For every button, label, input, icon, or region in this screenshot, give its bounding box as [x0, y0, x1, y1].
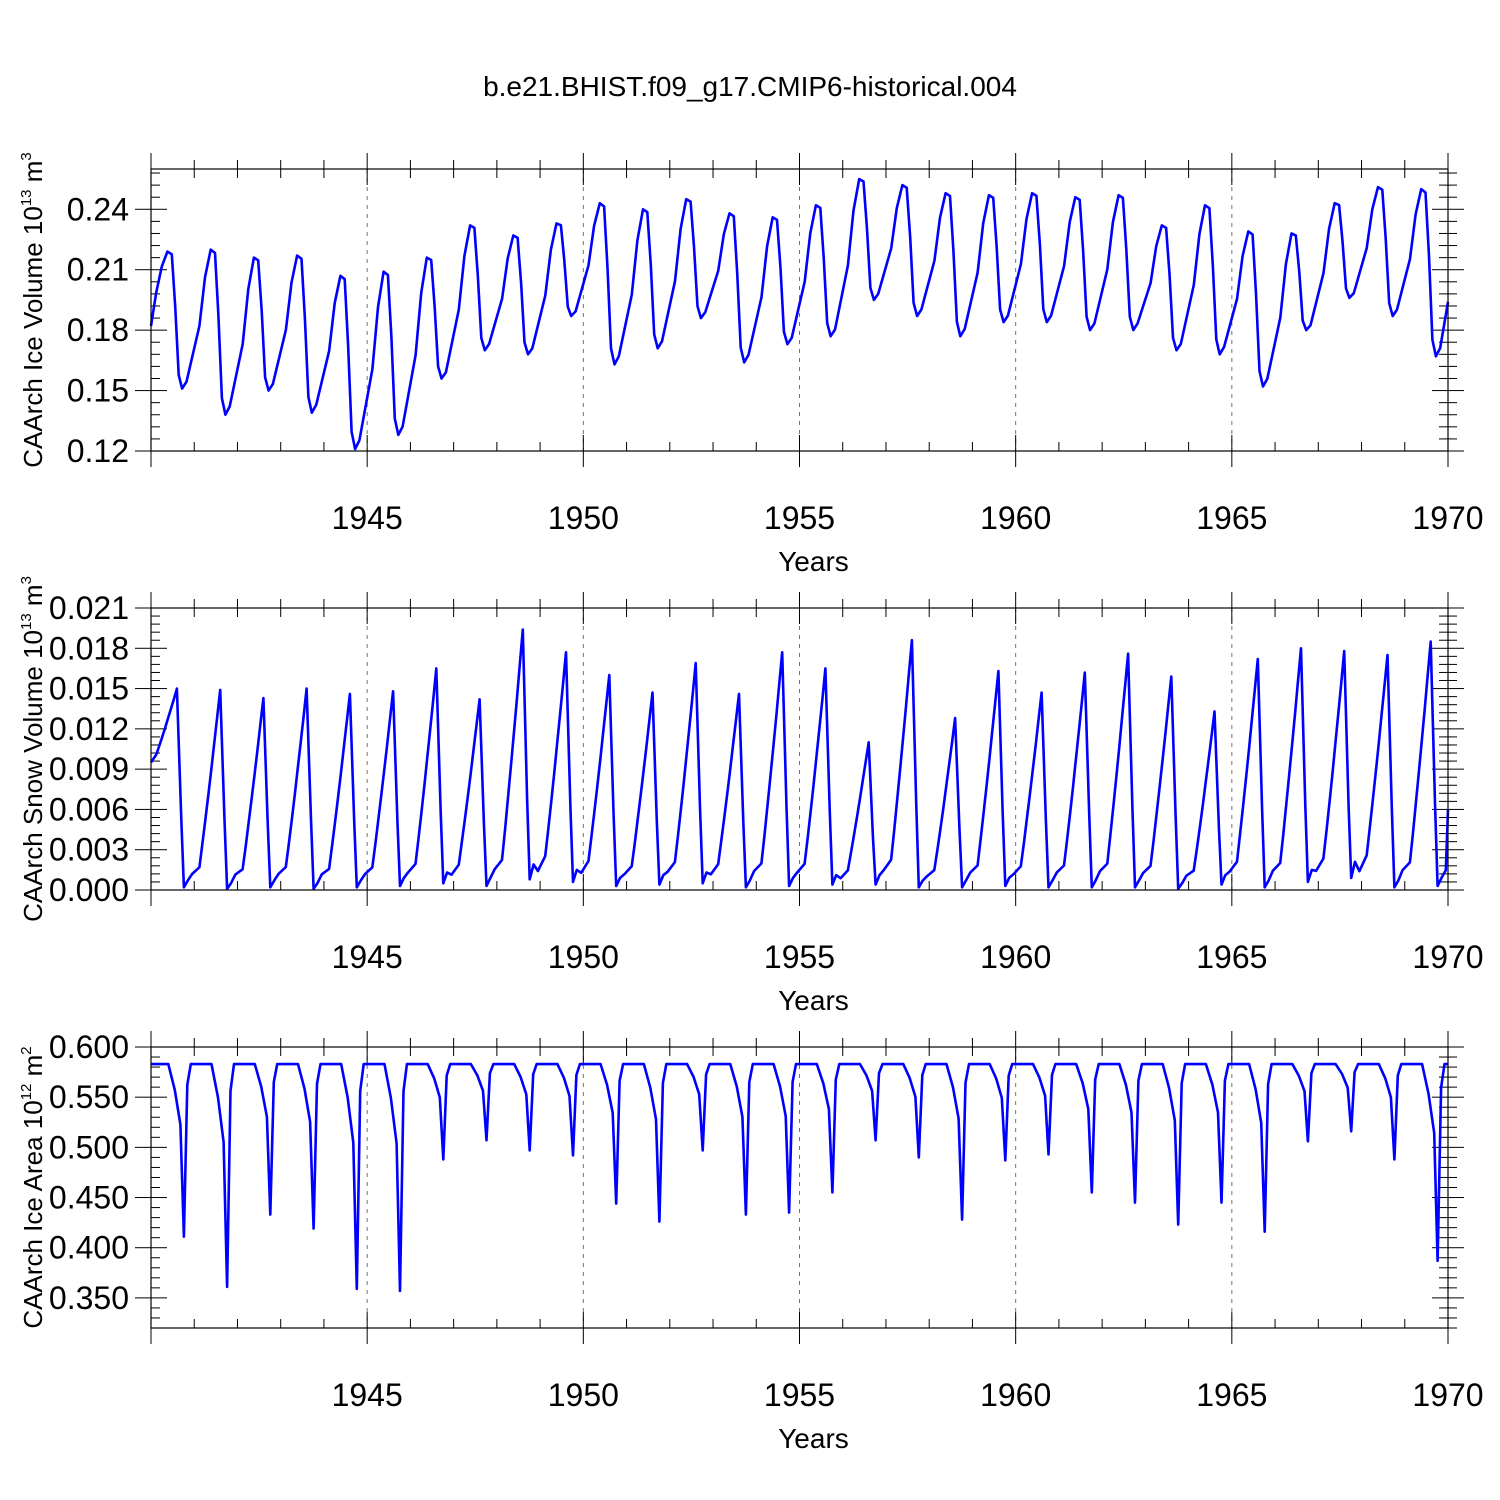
x-tick-label: 1965 [1196, 939, 1267, 975]
x-tick-label: 1960 [980, 939, 1051, 975]
series-line [151, 1062, 1448, 1293]
y-label-unit: m [18, 161, 48, 190]
y-tick-label: 0.006 [49, 791, 129, 827]
y-label-exponent: 12 [18, 1084, 35, 1101]
x-tick-label: 1955 [764, 1377, 835, 1413]
y-label-exponent: 13 [18, 613, 35, 630]
y-tick-label: 0.600 [49, 1029, 129, 1065]
series-line [149, 177, 1450, 451]
x-tick-label: 1955 [764, 500, 835, 536]
y-tick-label: 0.003 [49, 832, 129, 868]
y-tick-label: 0.21 [67, 252, 129, 288]
panel-2: 0.000 0.003 0.006 0.009 0.012 0.015 0.018 0.021… [18, 576, 1484, 1016]
y-tick-label: 0.350 [49, 1280, 129, 1316]
y-tick-label: 0.009 [49, 751, 129, 787]
y-tick-label: 0.012 [49, 711, 129, 747]
y-tick-label: 0.450 [49, 1180, 129, 1216]
y-label-unit: m [18, 584, 48, 613]
plot-frame [150, 607, 1449, 891]
x-tick-label: 1970 [1412, 500, 1483, 536]
y-label-text: CAArch Snow Volume 10 [18, 630, 48, 922]
y-label-unit-exponent: 3 [18, 576, 35, 584]
x-tick-label: 1970 [1412, 1377, 1483, 1413]
x-axis-label: Years [778, 546, 849, 577]
x-tick-label: 1955 [764, 939, 835, 975]
y-axis-label: CAArch Snow Volume 1013 m3 [18, 576, 48, 922]
y-label-text: CAArch Ice Volume 10 [18, 206, 48, 468]
x-tick-label: 1960 [980, 1377, 1051, 1413]
y-label-unit-exponent: 2 [18, 1046, 35, 1054]
x-tick-label: 1965 [1196, 1377, 1267, 1413]
panel-3: 0.350 0.400 0.450 0.500 0.550 0.600 1945 1950 19… [18, 1029, 1484, 1454]
plot-frame [150, 1046, 1449, 1329]
x-tick-label: 1965 [1196, 500, 1267, 536]
x-tick-label: 1950 [548, 500, 619, 536]
x-tick-label: 1945 [332, 500, 403, 536]
x-tick-label: 1950 [548, 1377, 619, 1413]
plot-frame [150, 168, 1449, 452]
y-tick-label: 0.550 [49, 1079, 129, 1115]
y-tick-label: 0.18 [67, 312, 129, 348]
panel-1: 0.12 0.15 0.18 0.21 0.24 1945 1950 1955 1960 1965… [18, 152, 1484, 577]
series-line [149, 628, 1450, 890]
y-tick-label: 0.015 [49, 671, 129, 707]
x-tick-label: 1945 [332, 939, 403, 975]
y-tick-label: 0.021 [49, 590, 129, 626]
x-axis-label: Years [778, 1423, 849, 1454]
y-axis-label: CAArch Ice Volume 1013 m3 [18, 152, 48, 468]
y-tick-label: 0.000 [49, 872, 129, 908]
chart-title: b.e21.BHIST.f09_g17.CMIP6-historical.004 [483, 71, 1017, 102]
x-tick-label: 1970 [1412, 939, 1483, 975]
y-tick-label: 0.12 [67, 433, 129, 469]
y-axis-label: CAArch Ice Area 1012 m2 [18, 1046, 48, 1328]
y-tick-label: 0.15 [67, 373, 129, 409]
y-label-unit-exponent: 3 [18, 152, 35, 160]
y-label-text: CAArch Ice Area 10 [18, 1100, 48, 1328]
y-label-exponent: 13 [18, 189, 35, 206]
y-tick-label: 0.400 [49, 1230, 129, 1266]
x-tick-label: 1950 [548, 939, 619, 975]
y-tick-label: 0.24 [67, 191, 129, 227]
x-tick-label: 1960 [980, 500, 1051, 536]
y-tick-label: 0.500 [49, 1129, 129, 1165]
x-tick-label: 1945 [332, 1377, 403, 1413]
y-tick-label: 0.018 [49, 630, 129, 666]
x-axis-label: Years [778, 985, 849, 1016]
y-label-unit: m [18, 1055, 48, 1084]
